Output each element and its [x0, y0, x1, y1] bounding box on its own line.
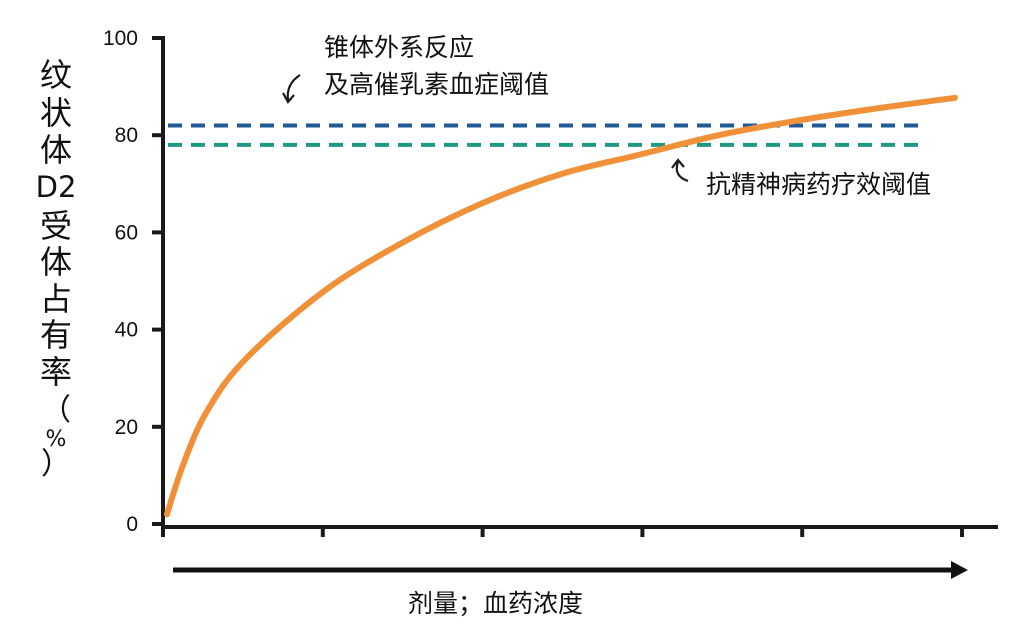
- eps-label-line-1: 锥体外系反应: [324, 33, 474, 62]
- curved-arrow-icon: [675, 161, 689, 183]
- y-tick-label-0: 0: [126, 513, 138, 536]
- y-label-char-1: 状: [40, 94, 72, 132]
- arrowhead-icon: [671, 158, 685, 169]
- arrowhead-icon: [282, 92, 295, 104]
- eps-annotation: 锥体外系反应 及高催乳素血症阈值: [282, 33, 549, 104]
- y-label-char-5: 体: [40, 243, 72, 281]
- y-label-char-2: 体: [40, 131, 72, 169]
- y-label-char-3: D2: [36, 170, 77, 204]
- axes: [161, 36, 998, 531]
- y-label-char-0: 纹: [40, 56, 72, 94]
- x-direction-arrow: [173, 561, 968, 579]
- eps-label-line-2: 及高催乳素血症阈值: [324, 70, 549, 99]
- antipsychotic-label: 抗精神病药疗效阈值: [706, 170, 931, 199]
- curved-arrow-icon: [286, 74, 301, 101]
- y-tick-label-100: 100: [103, 27, 138, 50]
- occupancy-curve: [164, 94, 958, 518]
- y-tick-label-80: 80: [115, 124, 138, 147]
- x-arrowhead-icon: [951, 561, 968, 579]
- x-axis-label: 剂量；血药浓度: [408, 589, 583, 618]
- y-tick-label-60: 60: [115, 221, 138, 244]
- antipsychotic-annotation: 抗精神病药疗效阈值: [671, 158, 931, 199]
- y-ticks: 0 20 40 60 80 100: [103, 27, 164, 536]
- y-label-char-6: 占: [40, 280, 72, 318]
- y-tick-label-20: 20: [115, 416, 138, 439]
- y-axis-label: 纹 状 体 D2 受 体 占 有 率 （ % ）: [36, 56, 77, 482]
- y-tick-label-40: 40: [115, 319, 138, 342]
- y-label-char-9: （: [41, 393, 71, 428]
- y-label-char-8: 率: [40, 353, 72, 391]
- y-label-char-4: 受: [40, 207, 72, 245]
- y-label-char-7: 有: [40, 316, 72, 354]
- x-ticks: [161, 526, 964, 537]
- y-label-char-11: ）: [41, 447, 71, 482]
- y-label-char-10: %: [46, 427, 67, 452]
